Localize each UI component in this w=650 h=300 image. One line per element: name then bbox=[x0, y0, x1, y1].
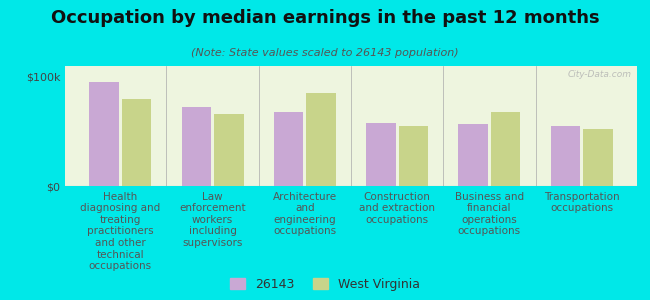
Bar bbox=[366, 123, 396, 186]
Bar bbox=[551, 126, 580, 186]
Bar bbox=[90, 82, 119, 186]
Legend: 26143, West Virginia: 26143, West Virginia bbox=[230, 278, 420, 291]
Bar bbox=[583, 129, 612, 186]
Bar bbox=[398, 126, 428, 186]
Bar bbox=[122, 99, 151, 186]
Bar bbox=[182, 107, 211, 186]
Bar bbox=[491, 112, 520, 186]
Text: Occupation by median earnings in the past 12 months: Occupation by median earnings in the pas… bbox=[51, 9, 599, 27]
Text: (Note: State values scaled to 26143 population): (Note: State values scaled to 26143 popu… bbox=[191, 48, 459, 58]
Bar bbox=[214, 114, 244, 186]
Bar bbox=[274, 112, 304, 186]
Text: City-Data.com: City-Data.com bbox=[567, 70, 631, 79]
Bar bbox=[306, 93, 336, 186]
Bar bbox=[458, 124, 488, 186]
